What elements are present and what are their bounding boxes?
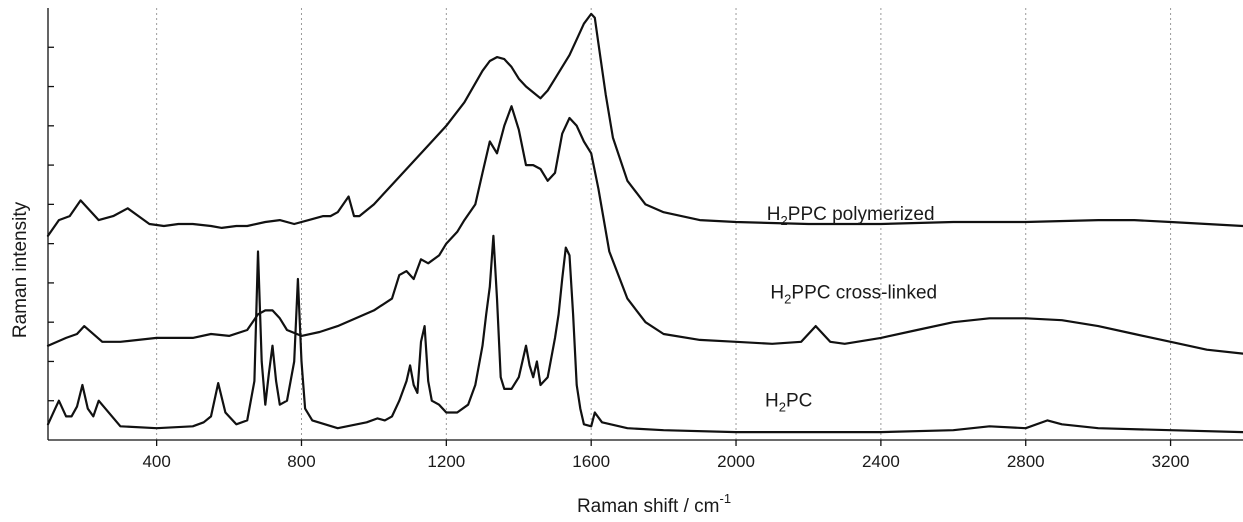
x-gridlines <box>156 8 1172 440</box>
axes <box>47 8 1243 441</box>
x-tick-label-2800: 2800 <box>1007 452 1045 471</box>
y-axis-title: Raman intensity <box>10 201 31 338</box>
x-axis-title-main: Raman shift / cm <box>577 496 720 517</box>
x-tick-label-400: 400 <box>142 452 170 471</box>
series-label-2-part2: PPC polymerized <box>788 204 935 225</box>
x-tick-label-1600: 1600 <box>572 452 610 471</box>
series-label-2-part1: H <box>767 204 781 225</box>
series-label-0: H2PC <box>765 391 812 415</box>
series-label-0-subscript: 2 <box>779 400 786 415</box>
x-ticks: 400 800 1200 1600 2000 2400 2800 3200 <box>142 440 1189 471</box>
x-axis-title-sup: -1 <box>719 491 731 506</box>
x-tick-label-2000: 2000 <box>717 452 755 471</box>
x-tick-label-3200: 3200 <box>1152 452 1190 471</box>
x-tick-label-1200: 1200 <box>427 452 465 471</box>
x-axis-title: Raman shift / cm-1 <box>577 491 731 517</box>
series-traces <box>46 12 1243 434</box>
y-ticks <box>48 46 54 402</box>
series-trace-2 <box>46 12 1243 237</box>
series-label-2-subscript: 2 <box>781 213 788 228</box>
series-label-1: H2PPC cross-linked <box>770 283 937 307</box>
series-label-1-part2: PPC cross-linked <box>791 283 937 304</box>
series-trace-1 <box>46 105 1243 355</box>
series-label-1-subscript: 2 <box>784 292 791 307</box>
x-tick-label-2400: 2400 <box>862 452 900 471</box>
series-label-2: H2PPC polymerized <box>767 204 935 228</box>
series-trace-0 <box>46 234 1243 434</box>
series-label-1-part1: H <box>770 283 784 304</box>
x-tick-label-800: 800 <box>287 452 315 471</box>
series-label-0-part2: PC <box>786 391 812 412</box>
series-label-0-part1: H <box>765 391 779 412</box>
